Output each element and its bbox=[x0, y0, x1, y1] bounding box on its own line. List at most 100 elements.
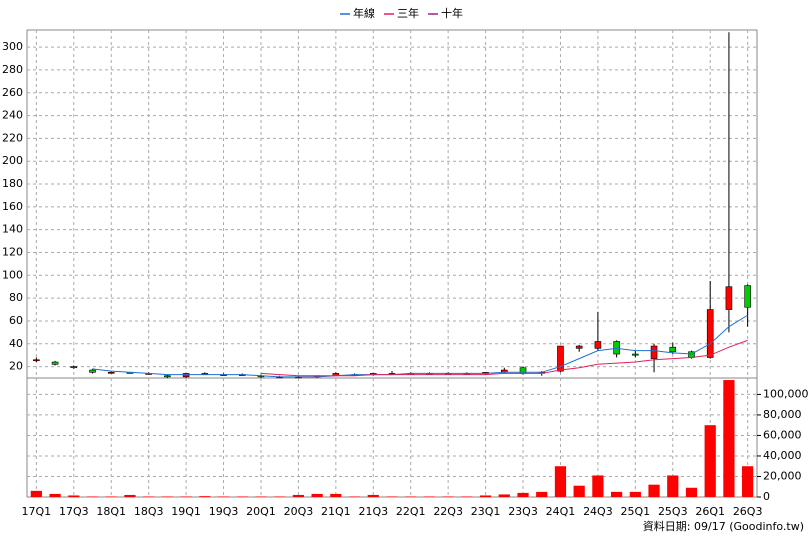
x-tick-label: 21Q3 bbox=[358, 505, 388, 518]
volume-bar bbox=[685, 487, 698, 497]
x-tick-label: 25Q1 bbox=[621, 505, 651, 518]
legend-label: 三年 bbox=[397, 6, 419, 20]
x-tick-label: 19Q3 bbox=[209, 505, 239, 518]
x-tick-label: 18Q1 bbox=[96, 505, 126, 518]
volume-bar bbox=[479, 495, 492, 497]
volume-bar bbox=[274, 496, 286, 497]
volume-bar bbox=[517, 492, 529, 497]
candle-body bbox=[594, 341, 602, 349]
volume-bar bbox=[573, 485, 585, 497]
y-tick-label: 200 bbox=[2, 154, 23, 167]
y-tick-label: 100 bbox=[2, 268, 23, 281]
y-tick-label: 240 bbox=[2, 109, 23, 122]
volume-bar bbox=[723, 380, 735, 497]
candle-body bbox=[706, 309, 714, 358]
volume-bar bbox=[367, 494, 379, 497]
ma-line bbox=[92, 314, 748, 378]
x-tick-label: 26Q1 bbox=[695, 505, 725, 518]
volume-bar bbox=[386, 496, 398, 497]
candle-body bbox=[107, 371, 115, 374]
volume-bar bbox=[292, 494, 305, 497]
candle-body bbox=[89, 369, 96, 373]
volume-bar bbox=[742, 466, 754, 497]
x-tick-label: 26Q3 bbox=[733, 505, 763, 518]
candle-body bbox=[164, 375, 171, 378]
candle-body bbox=[575, 345, 583, 349]
volume-bar bbox=[592, 475, 604, 497]
y-tick-label: 140 bbox=[2, 223, 23, 236]
x-tick-label: 24Q1 bbox=[546, 505, 576, 518]
volume-bar bbox=[30, 490, 42, 497]
y-tick-label: 120 bbox=[2, 245, 23, 258]
volume-bar bbox=[442, 496, 454, 497]
volume-bar bbox=[667, 475, 679, 497]
volume-bar bbox=[311, 493, 323, 497]
x-tick-label: 21Q1 bbox=[321, 505, 351, 518]
x-tick-label: 24Q3 bbox=[583, 505, 613, 518]
volume-bar bbox=[217, 496, 230, 497]
volume-tick-label: 80,000 bbox=[763, 408, 802, 421]
y-tick-label: 60 bbox=[9, 314, 23, 327]
candle-body bbox=[182, 373, 190, 378]
candle-body bbox=[669, 346, 677, 353]
candle-body bbox=[725, 286, 733, 310]
volume-bar bbox=[405, 496, 417, 497]
volume-bar bbox=[704, 425, 716, 497]
candle-body bbox=[632, 353, 639, 356]
y-tick-label: 280 bbox=[2, 63, 23, 76]
volume-bar bbox=[536, 491, 548, 497]
volume-bar bbox=[124, 494, 136, 497]
volume-bar bbox=[554, 466, 567, 497]
volume-bar bbox=[498, 494, 510, 497]
footer: 資料日期: 09/17 (Goodinfo.tw) bbox=[643, 519, 804, 533]
x-tick-label: 17Q1 bbox=[22, 505, 52, 518]
volume-bar bbox=[236, 496, 248, 497]
ma-line bbox=[260, 339, 748, 377]
y-tick-label: 300 bbox=[2, 40, 23, 53]
volume-bar bbox=[330, 493, 342, 497]
x-tick-label: 23Q1 bbox=[471, 505, 501, 518]
candle-body bbox=[51, 361, 59, 365]
volume-bar bbox=[348, 496, 361, 497]
x-tick-label: 17Q3 bbox=[59, 505, 89, 518]
volume-bar bbox=[629, 491, 641, 497]
candle-body bbox=[70, 366, 78, 369]
x-tick-label: 20Q3 bbox=[284, 505, 314, 518]
legend-label: 年線 bbox=[353, 6, 375, 20]
x-tick-label: 19Q1 bbox=[171, 505, 201, 518]
candle-body bbox=[744, 285, 751, 308]
volume-bar bbox=[143, 496, 155, 497]
candle-body bbox=[557, 345, 564, 372]
x-tick-label: 22Q3 bbox=[433, 505, 463, 518]
y-tick-label: 80 bbox=[9, 291, 23, 304]
volume-bar bbox=[611, 491, 623, 497]
volume-tick-label: 0 bbox=[763, 490, 770, 503]
volume-bar bbox=[648, 484, 660, 497]
y-tick-label: 20 bbox=[9, 360, 23, 373]
x-tick-label: 22Q1 bbox=[396, 505, 426, 518]
volume-tick-label: 40,000 bbox=[763, 449, 802, 462]
volume-tick-label: 100,000 bbox=[763, 387, 808, 400]
legend-label: 十年 bbox=[441, 6, 463, 20]
volume-bar bbox=[461, 496, 473, 497]
candle-body bbox=[613, 341, 620, 355]
volume-bar bbox=[180, 496, 192, 497]
volume-bar bbox=[105, 496, 117, 497]
plot-frame bbox=[26, 29, 758, 498]
candle-body bbox=[33, 359, 40, 362]
volume-bar bbox=[255, 496, 267, 497]
y-tick-label: 260 bbox=[2, 86, 23, 99]
x-tick-label: 18Q3 bbox=[134, 505, 164, 518]
y-tick-label: 220 bbox=[2, 131, 23, 144]
volume-bar bbox=[161, 496, 173, 497]
volume-bar bbox=[49, 493, 61, 497]
volume-bar bbox=[68, 495, 80, 497]
volume-tick-label: 20,000 bbox=[763, 469, 802, 482]
volume-tick-label: 60,000 bbox=[763, 428, 802, 441]
y-tick-label: 40 bbox=[9, 337, 23, 350]
y-tick-label: 180 bbox=[2, 177, 23, 190]
volume-bar bbox=[423, 496, 436, 497]
x-tick-label: 20Q1 bbox=[246, 505, 276, 518]
x-tick-label: 23Q3 bbox=[508, 505, 538, 518]
